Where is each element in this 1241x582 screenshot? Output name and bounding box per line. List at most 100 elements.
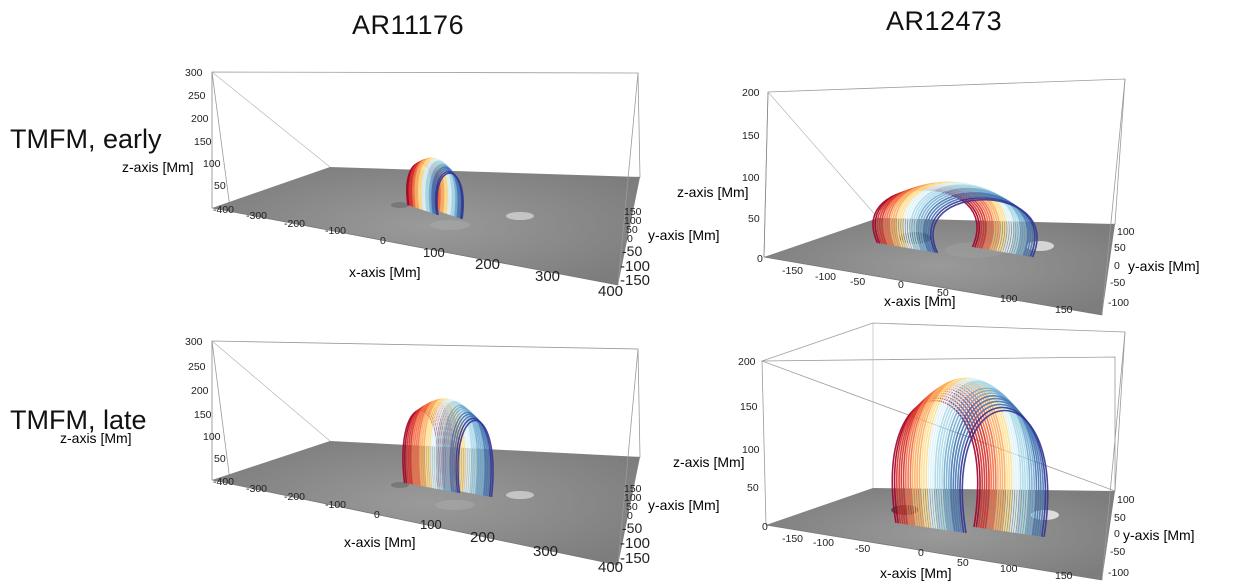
x-tick-label: -50	[850, 276, 865, 288]
field-line	[927, 195, 1034, 257]
z-tick-label: 150	[194, 409, 212, 421]
field-line	[954, 400, 1042, 537]
z-tick-label: 50	[748, 213, 760, 225]
flux-rope-ar11176-late	[402, 398, 494, 498]
y-tick-label: -50	[1110, 546, 1125, 558]
z-tick-label: 150	[194, 136, 212, 148]
row-label-late: TMFM, late	[10, 405, 147, 435]
y-axis-label: y-axis [Mm]	[648, 497, 720, 513]
z-tick-label: 100	[203, 158, 221, 170]
x-tick-label: -400	[213, 204, 234, 216]
x-tick-label: 0	[380, 235, 386, 247]
x-tick-label: 300	[533, 543, 558, 560]
field-line	[959, 406, 1047, 537]
z-tick-label: 200	[191, 113, 209, 125]
field-line	[433, 169, 462, 219]
field-line	[918, 189, 1025, 256]
z-axis-label: z-axis [Mm]	[673, 454, 745, 470]
y-tick-label: 50	[626, 224, 638, 236]
x-tick-label: 400	[598, 559, 623, 576]
y-tick-label: 0	[627, 510, 633, 522]
x-tick-label: -300	[246, 483, 267, 495]
field-line	[432, 167, 461, 218]
z-tick-label: 50	[214, 180, 226, 192]
flux-rope-ar12473-early	[872, 181, 1038, 258]
field-line	[891, 399, 979, 528]
z-tick-label: 50	[747, 482, 759, 494]
x-tick-label: -100	[815, 271, 836, 283]
field-line	[447, 409, 485, 496]
x-tick-label: 50	[957, 557, 969, 569]
field-line	[426, 161, 455, 216]
x-tick-label: 150	[1055, 304, 1073, 316]
x-tick-label: -300	[246, 210, 267, 222]
y-tick-label: 50	[1114, 512, 1126, 524]
field-line	[432, 399, 470, 493]
panel-ar12473-early: 200 150 100 50 0 z-axis [Mm] -150 -100 -…	[677, 78, 1200, 316]
y-tick-label: 150	[624, 483, 642, 495]
field-line	[921, 190, 1027, 256]
z-tick-label: 100	[203, 431, 221, 443]
z-tick-label: 300	[185, 336, 203, 348]
field-line	[434, 400, 471, 493]
field-line	[923, 192, 1029, 256]
field-line	[442, 404, 479, 495]
x-tick-label: -100	[813, 537, 834, 549]
x-tick-label: -100	[325, 225, 346, 237]
field-line	[449, 411, 487, 496]
field-line	[431, 166, 460, 218]
y-tick-label: -100	[1108, 297, 1129, 309]
title-ar11176: AR11176	[352, 10, 465, 40]
z-tick-label: 200	[191, 385, 209, 397]
z-tick-label: 0	[762, 521, 768, 533]
field-line	[956, 403, 1045, 537]
z-tick-label: 50	[214, 453, 226, 465]
y-tick-label: -100	[1108, 567, 1129, 579]
title-ar12473: AR12473	[886, 6, 1003, 36]
y-axis-label: y-axis [Mm]	[648, 227, 720, 243]
field-line	[436, 401, 473, 494]
field-line	[912, 185, 1018, 254]
field-line	[451, 413, 489, 497]
z-tick-label: 150	[742, 130, 760, 142]
field-line	[961, 409, 1049, 538]
z-tick-label: 150	[740, 401, 758, 413]
y-tick-label: 150	[624, 206, 642, 218]
z-tick-label: 250	[188, 361, 206, 373]
x-tick-label: 400	[598, 283, 623, 300]
field-line	[916, 187, 1023, 255]
x-axis-label: x-axis [Mm]	[344, 534, 416, 550]
x-tick-label: -150	[782, 533, 803, 545]
field-line	[438, 402, 475, 494]
field-line	[427, 162, 456, 217]
y-tick-label: -100	[620, 535, 650, 552]
z-tick-label: 200	[742, 87, 760, 99]
z-tick-label: 200	[738, 356, 756, 368]
z-tick-label: 300	[185, 67, 203, 79]
z-tick-label: 100	[742, 444, 760, 456]
x-tick-label: 100	[1000, 563, 1018, 575]
field-line	[425, 160, 454, 216]
y-tick-label: -50	[622, 520, 642, 536]
field-line	[930, 197, 1036, 257]
field-line	[932, 379, 1020, 533]
field-line	[941, 385, 1029, 535]
y-tick-label: 100	[624, 215, 642, 227]
field-line	[945, 390, 1033, 535]
y-tick-label: 50	[626, 501, 638, 513]
field-line	[430, 165, 458, 218]
y-tick-label: 100	[1117, 494, 1135, 506]
y-tick-label: -150	[620, 550, 650, 567]
field-line	[453, 415, 490, 497]
x-tick-label: -200	[284, 218, 305, 230]
field-line	[932, 198, 1038, 258]
field-line	[936, 381, 1024, 534]
z-tick-label: 0	[757, 253, 763, 265]
flux-rope-ar12473-late	[891, 377, 1049, 538]
y-tick-label: 0	[1114, 528, 1120, 540]
z-axis-label: z-axis [Mm]	[60, 430, 132, 446]
y-tick-label: 0	[1114, 260, 1120, 272]
field-line	[440, 403, 477, 494]
x-tick-label: -150	[782, 265, 803, 277]
